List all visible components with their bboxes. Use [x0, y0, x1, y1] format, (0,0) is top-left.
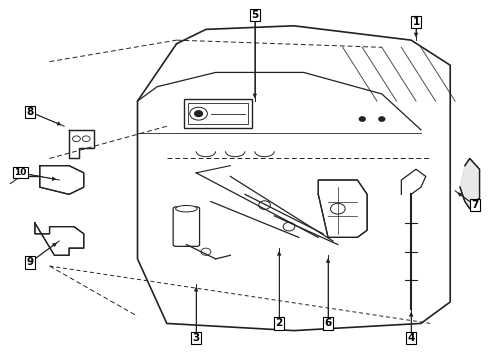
Circle shape [259, 201, 270, 210]
Circle shape [195, 111, 202, 117]
Polygon shape [69, 130, 94, 158]
Text: 5: 5 [251, 10, 258, 20]
Ellipse shape [175, 206, 197, 212]
Circle shape [283, 222, 295, 231]
Text: 2: 2 [275, 319, 283, 328]
Text: 10: 10 [14, 168, 26, 177]
Text: 3: 3 [193, 333, 200, 343]
Text: 9: 9 [26, 257, 34, 267]
FancyBboxPatch shape [173, 207, 199, 246]
Polygon shape [318, 180, 367, 237]
Text: 7: 7 [471, 200, 478, 210]
Polygon shape [40, 166, 84, 194]
FancyBboxPatch shape [184, 99, 252, 128]
Circle shape [359, 117, 365, 121]
Text: 4: 4 [408, 333, 415, 343]
Text: 1: 1 [413, 17, 419, 27]
Polygon shape [35, 223, 84, 255]
Text: 6: 6 [324, 319, 332, 328]
Circle shape [331, 203, 345, 214]
Circle shape [201, 248, 211, 255]
Polygon shape [460, 158, 480, 209]
Text: 8: 8 [26, 107, 34, 117]
Circle shape [379, 117, 385, 121]
FancyBboxPatch shape [188, 103, 248, 124]
